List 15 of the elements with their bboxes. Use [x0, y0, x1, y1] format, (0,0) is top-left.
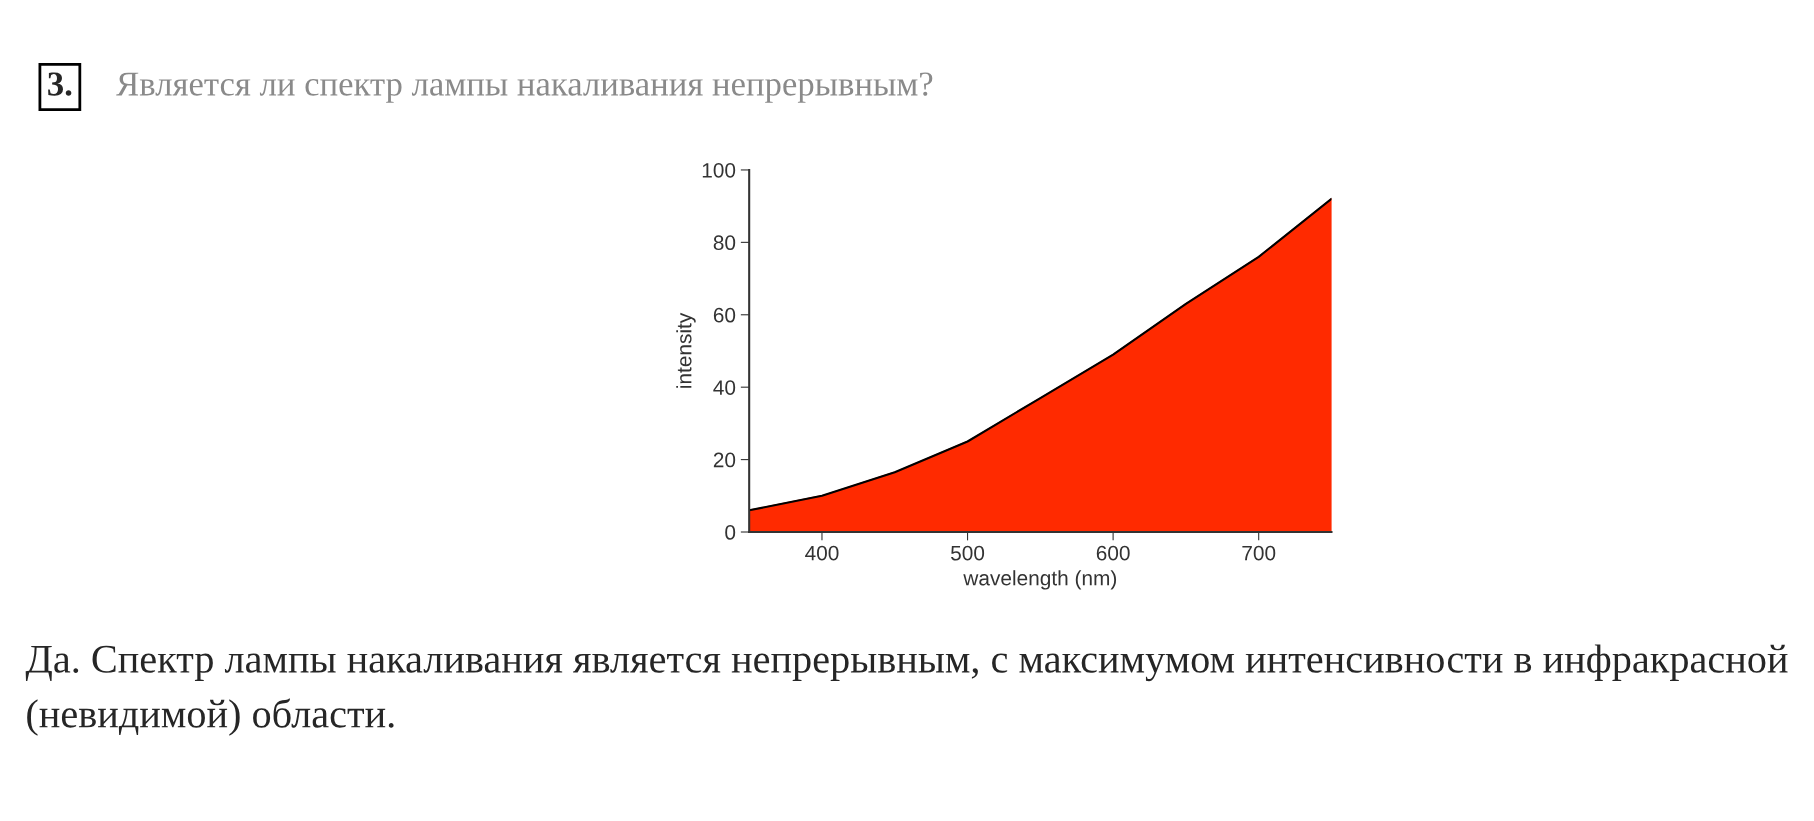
x-tick-label: 700: [1242, 545, 1276, 561]
y-axis-title: intensity: [676, 312, 696, 388]
chart-title: Является ли спектр лампы накаливания непрерывным?: [116, 72, 933, 103]
text: 3.: [48, 72, 72, 96]
y-tick-label: 100: [702, 162, 736, 178]
x-tick-label: 600: [1096, 545, 1130, 561]
y-tick-label: 0: [725, 525, 736, 540]
x-tick-label: 400: [805, 545, 839, 561]
y-tick-label: 80: [713, 235, 736, 251]
text: Да. Спектр лампы накаливания является непрерывным, с максимумом интенсивности в инфракрасной (невидимой) области.: [25, 644, 1788, 736]
x-tick-label: 500: [951, 545, 985, 561]
y-tick-label: 40: [713, 380, 736, 395]
y-tick-label: 60: [713, 307, 736, 323]
y-tick-label: 20: [713, 452, 736, 468]
x-axis-title: wavelength (nm): [963, 570, 1117, 590]
